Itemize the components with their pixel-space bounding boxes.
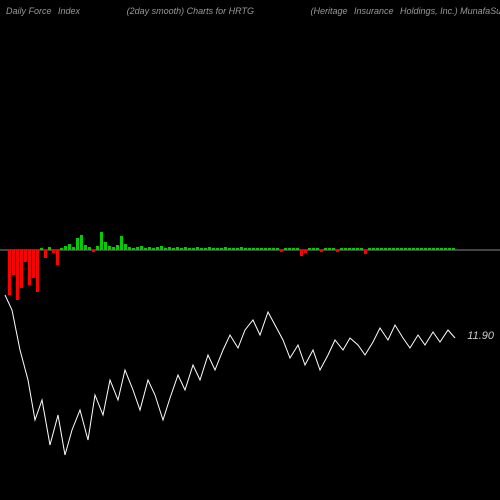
force-bars [8,232,455,300]
price-line [5,295,455,455]
price-value-label: 11.90 [467,330,494,342]
force-index-chart [0,0,500,500]
